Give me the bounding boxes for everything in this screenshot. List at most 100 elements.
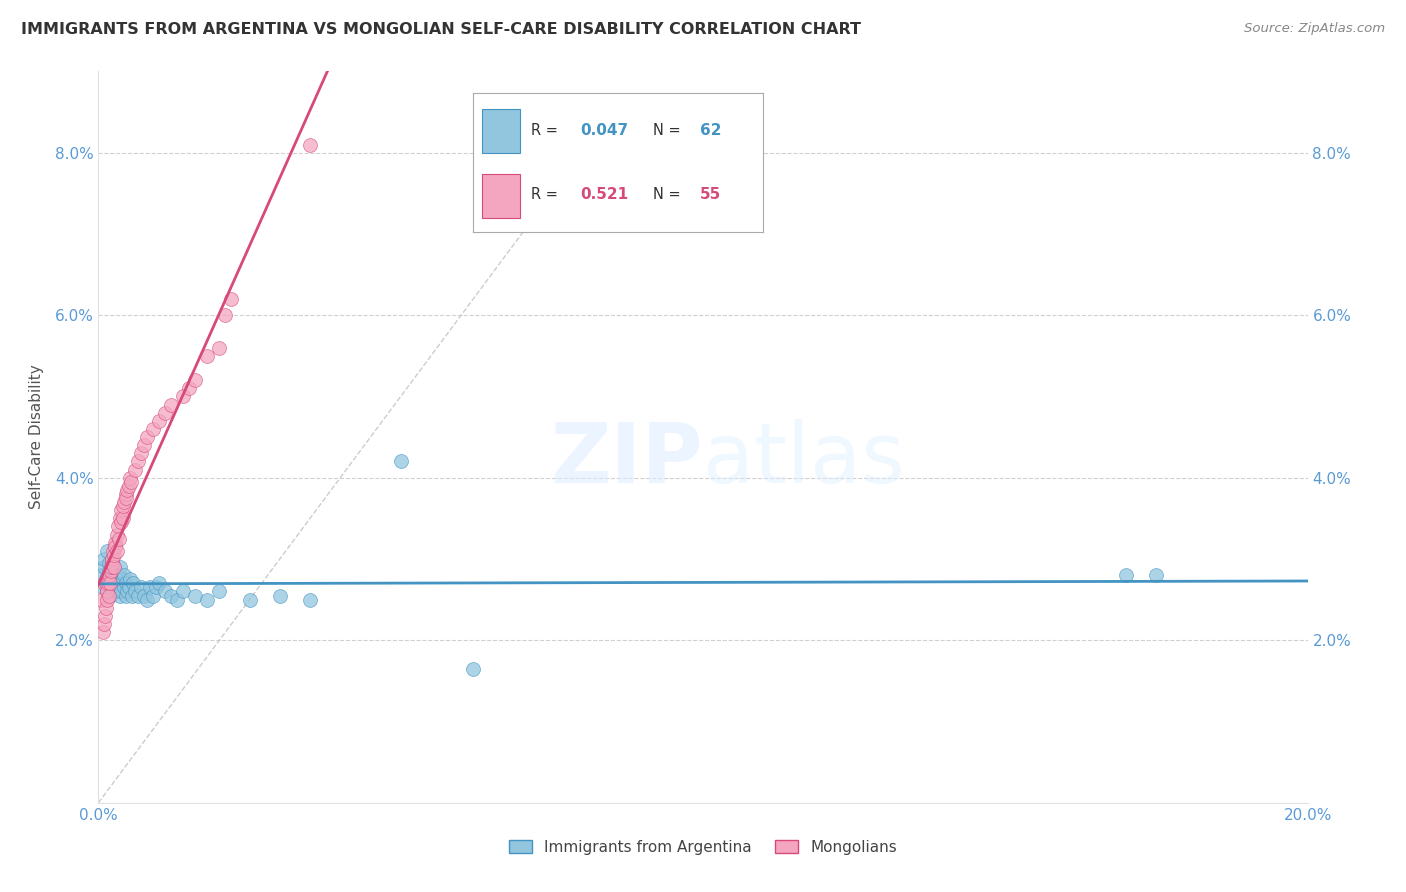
Point <box>142 589 165 603</box>
Point <box>127 589 149 603</box>
Point <box>112 495 135 509</box>
Point <box>108 589 131 603</box>
Point <box>269 589 291 603</box>
Y-axis label: Self-Care Disability: Self-Care Disability <box>28 365 44 509</box>
Point <box>100 564 122 578</box>
Point <box>179 381 201 395</box>
Point <box>93 560 115 574</box>
Point <box>135 430 157 444</box>
Text: Source: ZipAtlas.com: Source: ZipAtlas.com <box>1244 22 1385 36</box>
Point <box>112 581 135 595</box>
Point <box>93 617 115 632</box>
Point <box>107 581 129 595</box>
Point <box>221 292 243 306</box>
Point <box>90 568 112 582</box>
Point <box>463 662 485 676</box>
Point <box>98 576 121 591</box>
Point <box>98 589 121 603</box>
Point <box>118 471 141 485</box>
Point <box>166 592 188 607</box>
Point <box>100 564 122 578</box>
Point <box>1144 568 1167 582</box>
Point <box>90 592 112 607</box>
Point <box>184 373 207 387</box>
Point <box>107 519 129 533</box>
Point <box>195 349 218 363</box>
Point <box>132 589 155 603</box>
Point <box>94 572 117 586</box>
Point <box>104 535 127 549</box>
Point <box>94 600 117 615</box>
Point <box>117 584 139 599</box>
Point <box>121 589 143 603</box>
Point <box>100 556 122 570</box>
Point <box>96 584 118 599</box>
Point <box>214 308 236 322</box>
Text: IMMIGRANTS FROM ARGENTINA VS MONGOLIAN SELF-CARE DISABILITY CORRELATION CHART: IMMIGRANTS FROM ARGENTINA VS MONGOLIAN S… <box>21 22 860 37</box>
Point <box>129 581 152 595</box>
Point <box>101 544 124 558</box>
Point <box>108 511 131 525</box>
Point <box>195 592 218 607</box>
Point <box>108 560 131 574</box>
Point <box>97 564 120 578</box>
Point <box>148 414 170 428</box>
Point <box>91 625 114 640</box>
Point <box>153 406 176 420</box>
Point <box>97 589 120 603</box>
Point <box>148 576 170 591</box>
Point <box>122 576 145 591</box>
Point <box>132 438 155 452</box>
Point <box>107 568 129 582</box>
Point <box>135 592 157 607</box>
Point <box>91 581 114 595</box>
Point <box>160 589 183 603</box>
Point <box>114 487 136 501</box>
Point <box>184 589 207 603</box>
Point <box>108 532 131 546</box>
Point <box>103 560 125 574</box>
Point <box>112 568 135 582</box>
Point <box>145 581 167 595</box>
Point <box>208 341 231 355</box>
Point <box>153 584 176 599</box>
Point <box>118 572 141 586</box>
Point <box>142 422 165 436</box>
Point <box>100 568 122 582</box>
Point <box>96 584 118 599</box>
Point <box>117 483 139 497</box>
Point <box>118 581 141 595</box>
Point <box>96 544 118 558</box>
Point <box>118 479 141 493</box>
Point <box>1115 568 1137 582</box>
Point <box>129 446 152 460</box>
Point <box>105 584 128 599</box>
Point <box>299 592 322 607</box>
Point <box>172 389 194 403</box>
Point <box>110 584 132 599</box>
Legend: Immigrants from Argentina, Mongolians: Immigrants from Argentina, Mongolians <box>503 834 903 861</box>
Point <box>111 511 134 525</box>
Point <box>115 576 138 591</box>
Point <box>160 398 183 412</box>
Point <box>100 576 122 591</box>
Point <box>98 556 121 570</box>
Point <box>115 491 138 505</box>
Point <box>105 544 128 558</box>
Text: atlas: atlas <box>703 418 904 500</box>
Point <box>172 584 194 599</box>
Point <box>98 568 121 582</box>
Point <box>110 516 132 530</box>
Point <box>94 608 117 623</box>
Point <box>124 584 146 599</box>
Point <box>239 592 262 607</box>
Point <box>104 576 127 591</box>
Point <box>124 462 146 476</box>
Point <box>112 499 135 513</box>
Point <box>114 589 136 603</box>
Point <box>101 552 124 566</box>
Point <box>100 581 122 595</box>
Point <box>104 540 127 554</box>
Point <box>93 576 115 591</box>
Point <box>93 552 115 566</box>
